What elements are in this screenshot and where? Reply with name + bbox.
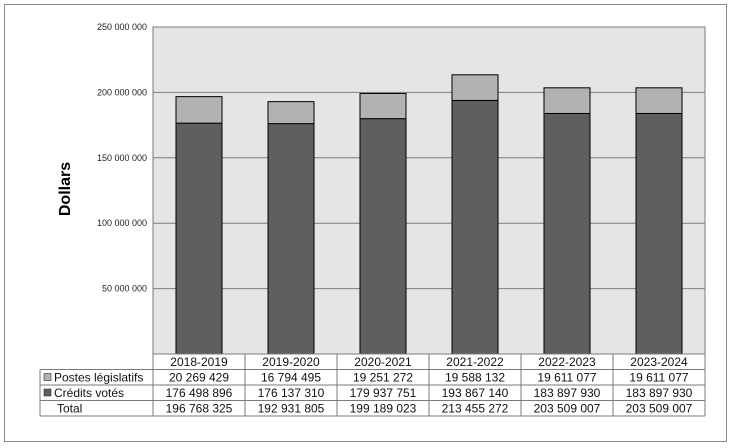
table-cell: 192 931 805 [258,402,325,416]
legend-swatch [43,373,52,381]
y-tick-label: 200 000 000 [97,87,147,97]
table-cell: 19 611 077 [629,371,688,385]
bar-credits-votes [175,122,223,355]
y-axis-label: Dollars [57,162,74,216]
table-cell: 179 937 751 [350,386,417,400]
y-tick-label: 50 000 000 [102,284,147,294]
bar-postes-legislatifs [451,74,499,101]
category-label: 2021-2022 [446,355,504,369]
bar-postes-legislatifs [543,87,591,114]
table-cell: 176 498 896 [166,386,233,400]
bar-credits-votes [267,123,315,355]
row-total-label: Total [57,402,82,416]
category-label: 2018-2019 [170,355,228,369]
category-label: 2023-2024 [630,355,688,369]
table-cell: 19 588 132 [445,371,505,385]
table-cell: 183 897 930 [626,386,693,400]
table-cell: 183 897 930 [534,386,601,400]
table-cell: 199 189 023 [350,402,417,416]
y-tick-label: 100 000 000 [97,218,147,228]
table-cell: 193 867 140 [442,386,509,400]
y-tick-label: 150 000 000 [97,153,147,163]
table-cell: 203 509 007 [626,402,693,416]
bar-credits-votes [543,112,591,355]
legend-swatch [43,388,52,397]
bar-postes-legislatifs [267,101,315,125]
row-credits-votes-label: Crédits votés [54,386,124,400]
bar-postes-legislatifs [359,92,407,120]
table-cell: 19 611 077 [537,371,596,385]
table-cell: 19 251 272 [353,371,413,385]
category-label: 2019-2020 [262,355,320,369]
row-postes-legislatifs-label: Postes législatifs [54,371,143,385]
bar-postes-legislatifs [635,87,683,114]
bar-postes-legislatifs [175,96,223,124]
table-cell: 20 269 429 [169,371,229,385]
table-cell: 16 794 495 [261,371,321,385]
bar-credits-votes [635,112,683,355]
table-cell: 176 137 310 [258,386,325,400]
y-tick-label: 250 000 000 [97,22,147,32]
bar-credits-votes [359,118,407,355]
table-cell: 213 455 272 [442,402,509,416]
category-label: 2020-2021 [354,355,412,369]
plot-area [152,26,706,355]
table-cell: 203 509 007 [534,402,601,416]
table-cell: 196 768 325 [166,402,233,416]
category-label: 2022-2023 [538,355,596,369]
bar-credits-votes [451,99,499,355]
